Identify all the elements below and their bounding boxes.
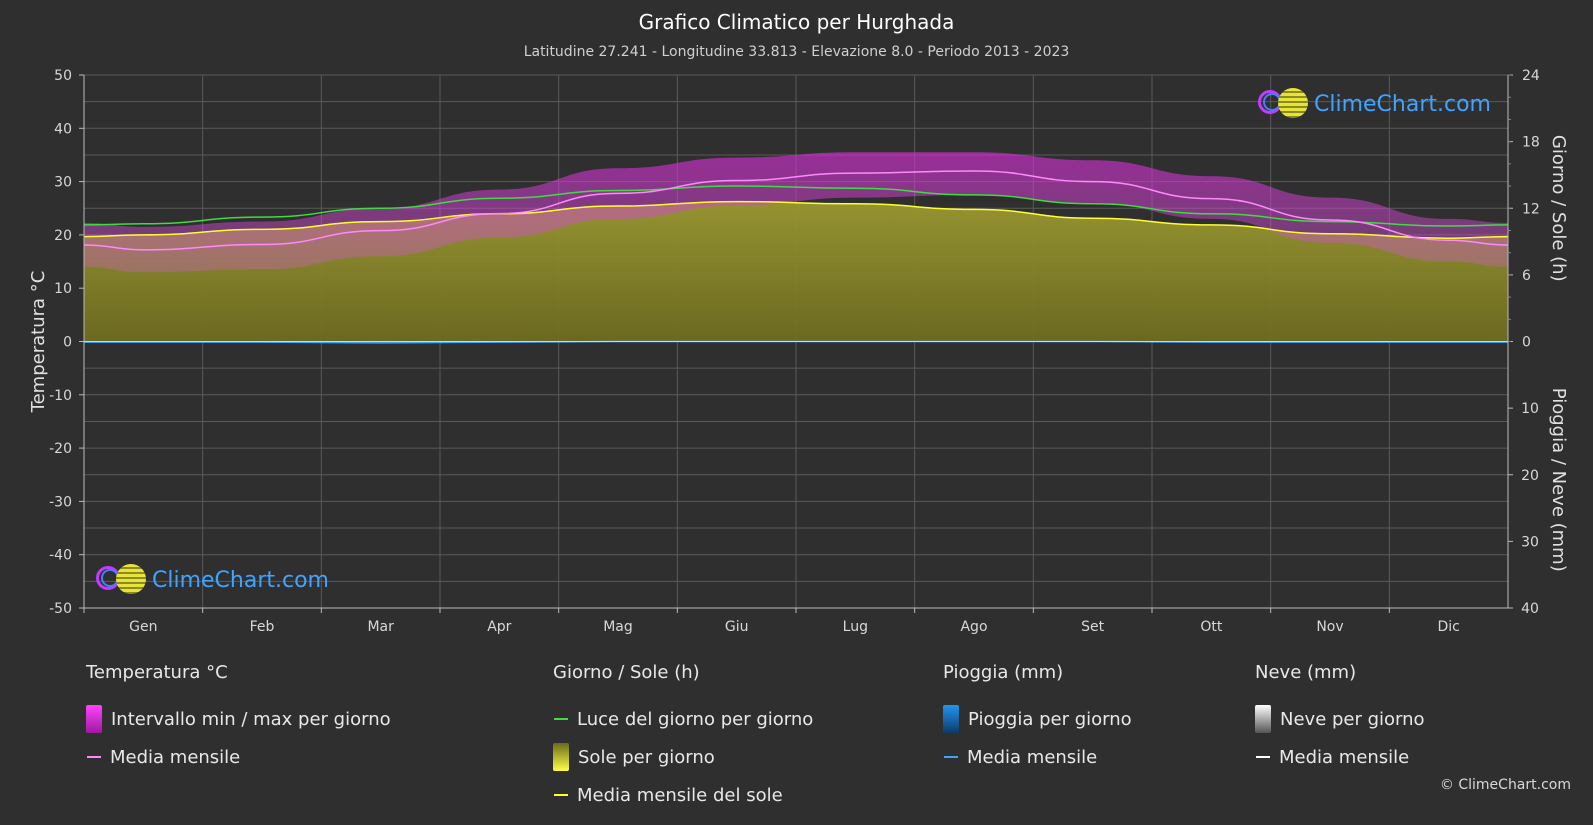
temp-mean-swatch bbox=[87, 756, 101, 758]
right-tick-label: 10 bbox=[1521, 401, 1539, 417]
legend-label: Media mensile bbox=[1279, 746, 1410, 768]
right-tick-label: 20 bbox=[1521, 468, 1539, 484]
month-label: Feb bbox=[250, 619, 275, 635]
logo-top-text: ClimeChart.com bbox=[1314, 91, 1491, 117]
legend-temperature: Temperatura °C Intervallo min / max per … bbox=[86, 662, 391, 776]
temperature-range-band bbox=[84, 152, 1508, 273]
snow-mean-swatch bbox=[1256, 756, 1270, 758]
legend-snow: Neve (mm) Neve per giorno Media mensile bbox=[1255, 662, 1425, 776]
legend-label: Luce del giorno per giorno bbox=[577, 708, 814, 730]
month-label: Apr bbox=[487, 619, 511, 635]
right-tick-label: 0 bbox=[1522, 335, 1531, 351]
month-label: Lug bbox=[843, 619, 868, 635]
legend-snow-title: Neve (mm) bbox=[1255, 662, 1357, 683]
climechart-logo-icon bbox=[1258, 88, 1310, 120]
temp-range-swatch bbox=[86, 705, 102, 733]
legend-label: Pioggia per giorno bbox=[968, 708, 1132, 730]
legend-item: Media mensile bbox=[86, 738, 391, 776]
daylight-line bbox=[83, 185, 1509, 227]
chart-subtitle: Latitudine 27.241 - Longitudine 33.813 -… bbox=[523, 44, 1070, 60]
snow-swatch bbox=[1255, 705, 1271, 733]
legend-sun: Giorno / Sole (h) Luce del giorno per gi… bbox=[553, 662, 813, 814]
chart-title: Grafico Climatico per Hurghada bbox=[638, 10, 955, 34]
legend-temperature-title: Temperatura °C bbox=[86, 662, 228, 683]
legend-label: Media mensile bbox=[967, 746, 1098, 768]
left-tick-label: -30 bbox=[49, 494, 72, 510]
sunshine-mean-line bbox=[83, 200, 1509, 239]
right-tick-label: 12 bbox=[1522, 201, 1540, 217]
left-tick-label: 20 bbox=[54, 228, 72, 244]
legend-label: Neve per giorno bbox=[1280, 708, 1425, 730]
left-tick-label: 0 bbox=[63, 335, 72, 351]
sunshine-mean-swatch bbox=[554, 794, 568, 796]
legend-label: Media mensile bbox=[110, 746, 241, 768]
rain-swatch bbox=[943, 705, 959, 733]
legend-rain: Pioggia (mm) Pioggia per giorno Media me… bbox=[943, 662, 1132, 776]
left-tick-label: 40 bbox=[54, 121, 72, 137]
climechart-logo-icon bbox=[96, 564, 148, 596]
legend-item: Intervallo min / max per giorno bbox=[86, 700, 391, 738]
legend-item: Sole per giorno bbox=[553, 738, 813, 776]
daylight-swatch bbox=[554, 718, 568, 720]
logo-bottom-text: ClimeChart.com bbox=[152, 567, 329, 593]
climate-chart: 50 40 30 20 10 0 -10 -20 -30 -40 -50 24 18 12 6 0 10 20 30… bbox=[28, 68, 1569, 635]
month-label: Gen bbox=[129, 619, 157, 635]
right-tick-label: 18 bbox=[1522, 135, 1540, 151]
right-tick-label: 24 bbox=[1522, 68, 1540, 84]
month-label: Nov bbox=[1316, 619, 1343, 635]
month-label: Ago bbox=[960, 619, 987, 635]
legend-label: Media mensile del sole bbox=[577, 784, 783, 806]
left-tick-label: -50 bbox=[49, 601, 72, 617]
copyright: © ClimeChart.com bbox=[1439, 777, 1571, 793]
legend-item: Media mensile del sole bbox=[553, 776, 813, 814]
legend-item: Media mensile bbox=[1255, 738, 1425, 776]
month-label: Mar bbox=[367, 619, 394, 635]
left-tick-label: 30 bbox=[54, 175, 72, 191]
legend-item: Media mensile bbox=[943, 738, 1132, 776]
left-axis-label: Temperatura °C bbox=[28, 271, 49, 414]
left-tick-label: -40 bbox=[49, 548, 72, 564]
month-label: Mag bbox=[603, 619, 633, 635]
right-tick-label: 30 bbox=[1521, 534, 1539, 550]
legend-item: Luce del giorno per giorno bbox=[553, 700, 813, 738]
rain-mean-swatch bbox=[944, 756, 958, 758]
month-label: Set bbox=[1081, 619, 1105, 635]
legend-sun-title: Giorno / Sole (h) bbox=[553, 662, 700, 683]
left-tick-label: 50 bbox=[54, 68, 72, 84]
month-label: Ott bbox=[1200, 619, 1223, 635]
temperature-mean-line bbox=[83, 170, 1509, 251]
left-tick-label: -10 bbox=[49, 388, 72, 404]
right-axis-label-top: Giorno / Sole (h) bbox=[1548, 135, 1569, 282]
legend-rain-title: Pioggia (mm) bbox=[943, 662, 1064, 683]
left-tick-label: 10 bbox=[54, 281, 72, 297]
right-tick-label: 40 bbox=[1521, 601, 1539, 617]
legend-item: Pioggia per giorno bbox=[943, 700, 1132, 738]
legend-label: Sole per giorno bbox=[578, 746, 715, 768]
right-axis-label-bottom: Pioggia / Neve (mm) bbox=[1548, 388, 1569, 572]
legend-label: Intervallo min / max per giorno bbox=[111, 708, 391, 730]
left-tick-label: -20 bbox=[49, 441, 72, 457]
month-label: Dic bbox=[1437, 619, 1459, 635]
logo-top[interactable]: ClimeChart.com bbox=[1258, 88, 1491, 120]
logo-bottom[interactable]: ClimeChart.com bbox=[96, 564, 329, 596]
sunshine-swatch bbox=[553, 743, 569, 771]
right-tick-label: 6 bbox=[1522, 268, 1531, 284]
legend-item: Neve per giorno bbox=[1255, 700, 1425, 738]
month-label: Giu bbox=[725, 619, 749, 635]
